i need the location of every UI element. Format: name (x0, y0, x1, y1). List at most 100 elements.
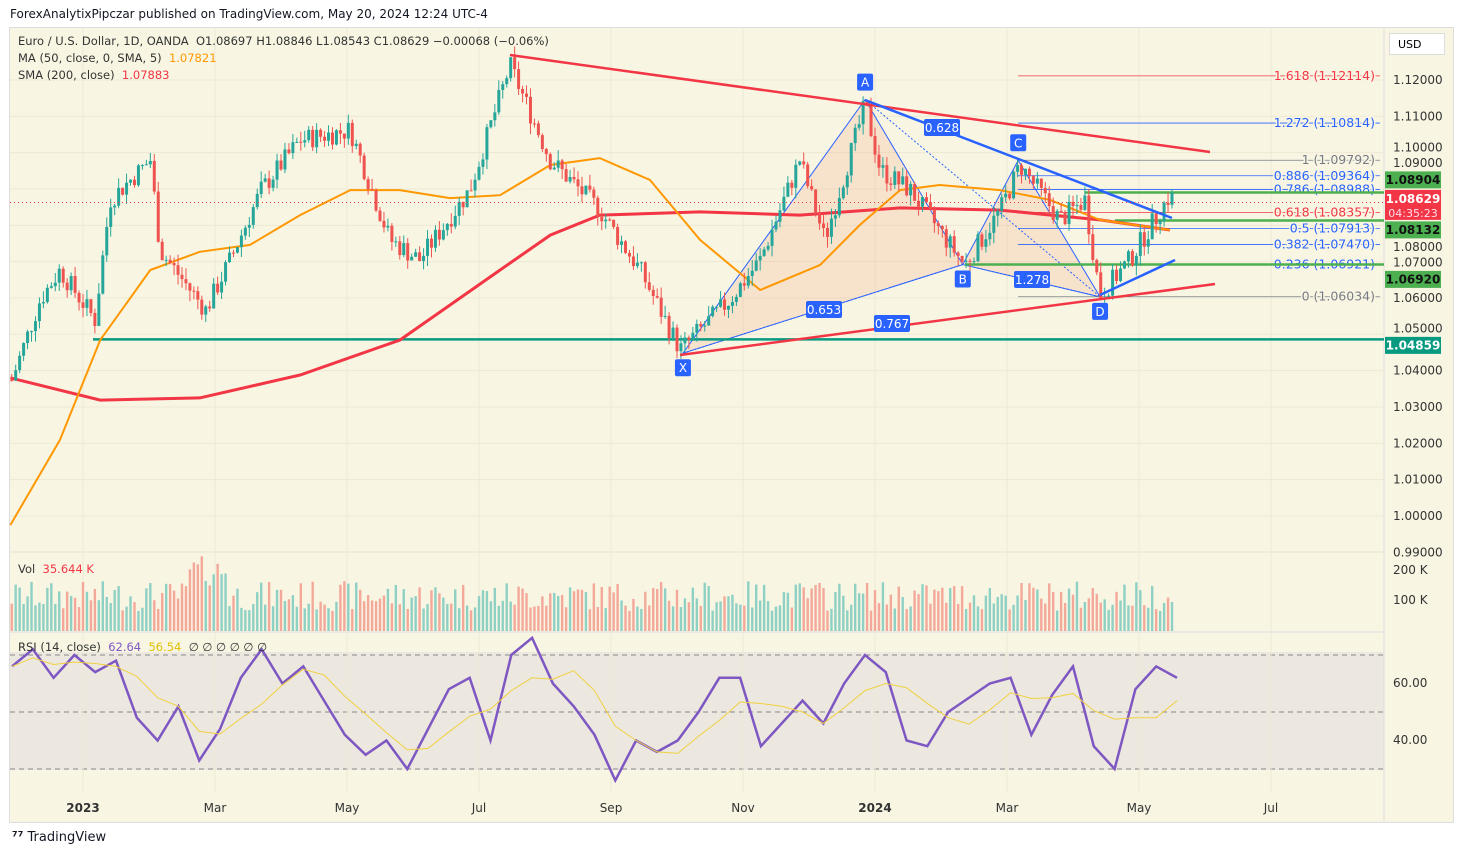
volume-bar (14, 584, 17, 631)
pattern-point-badge (674, 359, 691, 377)
volume-bar (315, 609, 318, 631)
candle-body (370, 189, 374, 191)
volume-bar (960, 586, 964, 631)
pattern-point-label: D (1095, 305, 1104, 319)
volume-bar (461, 584, 465, 631)
volume-bar (398, 604, 401, 631)
volume-bar (1000, 594, 1003, 631)
volume-bar (311, 581, 314, 631)
volume-bar (220, 574, 223, 631)
volume-bar (521, 588, 524, 631)
volume-bar (909, 606, 912, 631)
candle-body (1111, 269, 1115, 296)
volume-bar (877, 603, 881, 631)
volume-bar (34, 605, 37, 631)
volume-legend[interactable]: Vol 35.644 K (18, 562, 94, 576)
candle-body (228, 252, 232, 263)
candle-body (932, 209, 936, 224)
volume-bar (184, 586, 188, 631)
volume-bar (1048, 583, 1051, 631)
candle-body (176, 265, 180, 275)
candle-body (552, 167, 556, 170)
volume-bar (287, 599, 291, 631)
candle-body (1035, 178, 1039, 184)
price-axis-text: 1.08904 (1386, 173, 1441, 187)
volume-bar (976, 606, 980, 631)
candle-body (572, 176, 576, 180)
volume-bar (616, 583, 619, 631)
volume-bar (592, 583, 596, 631)
volume-bar (842, 595, 845, 631)
volume-bar (782, 592, 786, 631)
candle-body (85, 299, 89, 308)
volume-bar (1016, 595, 1019, 631)
volume-bar (659, 581, 663, 631)
candle-body (679, 343, 683, 352)
candle-body (61, 268, 65, 283)
candle-body (382, 220, 386, 228)
volume-bar (232, 595, 235, 631)
volume-bar (857, 593, 861, 631)
volume-bar (648, 605, 651, 631)
candle-body (544, 149, 548, 155)
volume-bar (1044, 603, 1047, 631)
rsi-legend[interactable]: RSI (14, close) 62.64 56.54 ∅ ∅ ∅ ∅ ∅ ∅ (18, 640, 267, 654)
candle-body (445, 223, 449, 231)
volume-bar (141, 607, 144, 631)
candle-body (806, 164, 810, 187)
volume-bar (739, 604, 742, 631)
candle-body (93, 312, 97, 326)
candle-body (1122, 261, 1126, 269)
candle-body (259, 181, 263, 194)
candle-body (663, 315, 667, 317)
volume-bar (509, 601, 512, 631)
currency-button[interactable]: USD (1389, 33, 1445, 55)
volume-bar (224, 573, 227, 631)
candle-body (521, 88, 525, 94)
candle-body (532, 123, 536, 125)
candle-body (69, 276, 73, 291)
volume-bar (454, 589, 457, 631)
wedge-upper-line (864, 98, 1173, 220)
candle-body (580, 186, 584, 195)
candle-body (596, 197, 600, 217)
fib-label: 0.5 (1.07913) (1290, 220, 1375, 235)
candle-body (77, 292, 81, 303)
candle-body (968, 260, 972, 262)
fib-label: 0.618 (1.08357) (1274, 204, 1375, 219)
volume-bar (355, 582, 358, 631)
candle-body (196, 291, 200, 300)
volume-bar (1008, 609, 1011, 631)
candle-body (1016, 165, 1020, 172)
sma-legend[interactable]: SMA (200, close) 1.07883 (18, 68, 169, 82)
fib-label: 0 (1.06034) (1302, 289, 1375, 304)
candle-body (528, 96, 532, 124)
volume-bar (992, 603, 995, 631)
tradingview-logo[interactable]: ⁷⁷ TradingView (12, 830, 107, 845)
volume-tick-label: 200 K (1393, 563, 1429, 577)
ma-legend[interactable]: MA (50, close, 0, SMA, 5) 1.07821 (18, 51, 217, 65)
volume-bar (101, 581, 104, 631)
volume-bar (576, 589, 580, 631)
volume-bar (164, 583, 168, 631)
fib-label: 0.382 (1.07470) (1274, 237, 1375, 252)
x-tick-label: Mar (996, 801, 1019, 815)
candle-body (1027, 168, 1031, 177)
volume-bar (434, 587, 437, 631)
y-tick-label: 1.08000 (1393, 240, 1443, 254)
volume-bar (65, 591, 69, 631)
candle-body (960, 255, 964, 262)
candle-body (57, 268, 61, 283)
candle-body (833, 215, 837, 219)
pattern-ratio-badge (874, 315, 910, 332)
pattern-dotted-line (682, 264, 1101, 354)
volume-bar (683, 598, 687, 631)
volume-bar (1139, 590, 1142, 631)
candle-body (924, 197, 928, 203)
candle-body (287, 149, 291, 154)
price-axis-text: 1.04859 (1386, 338, 1441, 352)
candle-body (1099, 272, 1103, 299)
candle-body (948, 236, 952, 248)
candle-body (402, 243, 406, 256)
